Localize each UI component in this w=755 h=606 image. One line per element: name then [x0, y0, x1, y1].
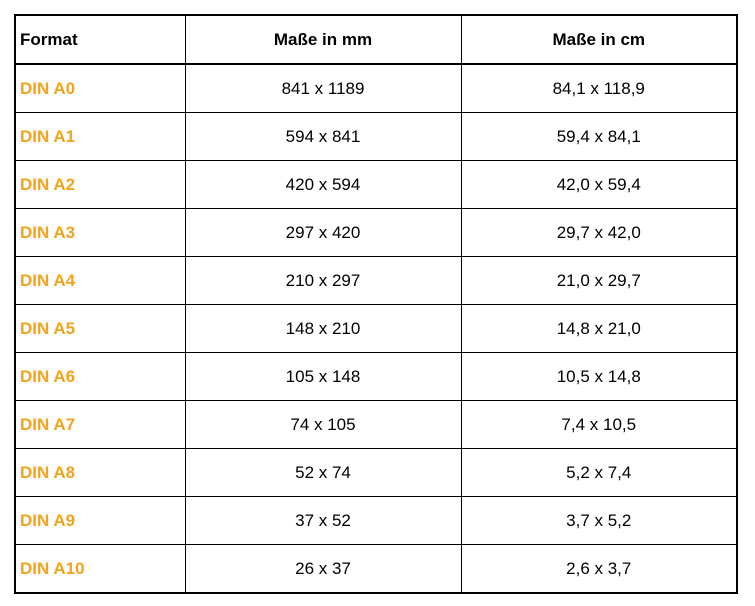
table-row: DIN A4 210 x 297 21,0 x 29,7 [14, 256, 738, 305]
table-row: DIN A8 52 x 74 5,2 x 7,4 [14, 448, 738, 497]
cm-cell: 2,6 x 3,7 [460, 544, 738, 594]
format-cell: DIN A5 [14, 304, 186, 353]
mm-cell: 105 x 148 [184, 352, 462, 401]
mm-cell: 297 x 420 [184, 208, 462, 257]
cm-cell: 21,0 x 29,7 [460, 256, 738, 305]
din-format-table: Format Maße in mm Maße in cm DIN A0 841 … [14, 14, 738, 594]
table-row: DIN A3 297 x 420 29,7 x 42,0 [14, 208, 738, 257]
format-cell: DIN A7 [14, 400, 186, 449]
table-row: DIN A1 594 x 841 59,4 x 84,1 [14, 112, 738, 161]
mm-cell: 420 x 594 [184, 160, 462, 209]
format-cell: DIN A0 [14, 63, 186, 113]
header-size-cm: Maße in cm [460, 14, 738, 65]
format-cell: DIN A1 [14, 112, 186, 161]
table-row: DIN A9 37 x 52 3,7 x 5,2 [14, 496, 738, 545]
cm-cell: 29,7 x 42,0 [460, 208, 738, 257]
table-header-row: Format Maße in mm Maße in cm [14, 14, 738, 65]
din-format-table-container: Format Maße in mm Maße in cm DIN A0 841 … [14, 14, 738, 594]
table-row: DIN A5 148 x 210 14,8 x 21,0 [14, 304, 738, 353]
format-cell: DIN A2 [14, 160, 186, 209]
cm-cell: 5,2 x 7,4 [460, 448, 738, 497]
mm-cell: 148 x 210 [184, 304, 462, 353]
table-row: DIN A10 26 x 37 2,6 x 3,7 [14, 544, 738, 594]
cm-cell: 42,0 x 59,4 [460, 160, 738, 209]
mm-cell: 841 x 1189 [184, 63, 462, 113]
format-cell: DIN A9 [14, 496, 186, 545]
format-cell: DIN A10 [14, 544, 186, 594]
format-cell: DIN A4 [14, 256, 186, 305]
format-cell: DIN A3 [14, 208, 186, 257]
table-row: DIN A7 74 x 105 7,4 x 10,5 [14, 400, 738, 449]
cm-cell: 10,5 x 14,8 [460, 352, 738, 401]
table-row: DIN A0 841 x 1189 84,1 x 118,9 [14, 63, 738, 113]
cm-cell: 59,4 x 84,1 [460, 112, 738, 161]
mm-cell: 26 x 37 [184, 544, 462, 594]
mm-cell: 37 x 52 [184, 496, 462, 545]
table-row: DIN A6 105 x 148 10,5 x 14,8 [14, 352, 738, 401]
table-row: DIN A2 420 x 594 42,0 x 59,4 [14, 160, 738, 209]
mm-cell: 210 x 297 [184, 256, 462, 305]
mm-cell: 52 x 74 [184, 448, 462, 497]
mm-cell: 594 x 841 [184, 112, 462, 161]
format-cell: DIN A6 [14, 352, 186, 401]
header-format: Format [14, 14, 186, 65]
cm-cell: 7,4 x 10,5 [460, 400, 738, 449]
header-size-mm: Maße in mm [184, 14, 462, 65]
cm-cell: 3,7 x 5,2 [460, 496, 738, 545]
format-cell: DIN A8 [14, 448, 186, 497]
mm-cell: 74 x 105 [184, 400, 462, 449]
cm-cell: 84,1 x 118,9 [460, 63, 738, 113]
cm-cell: 14,8 x 21,0 [460, 304, 738, 353]
